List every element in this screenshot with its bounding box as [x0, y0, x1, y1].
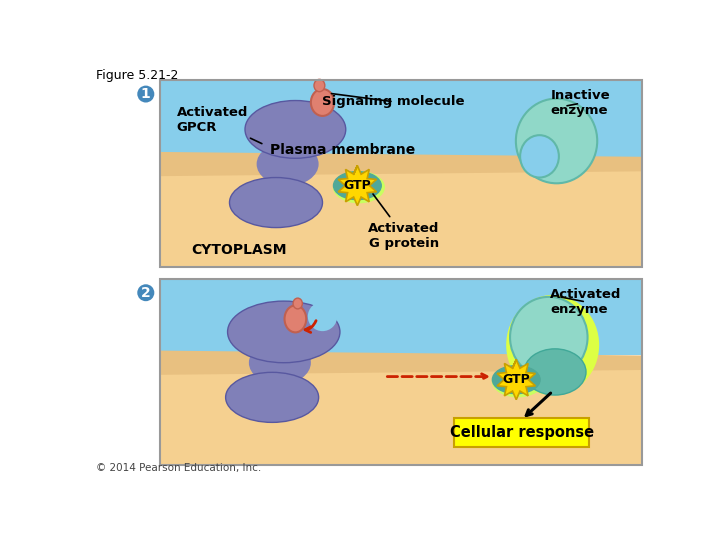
Polygon shape	[160, 152, 642, 176]
Ellipse shape	[293, 298, 302, 309]
Ellipse shape	[256, 142, 319, 186]
Text: Cellular response: Cellular response	[449, 426, 594, 440]
Polygon shape	[338, 166, 377, 206]
Bar	[160, 80, 642, 267]
Text: CYTOPLASM: CYTOPLASM	[191, 242, 287, 256]
Ellipse shape	[284, 306, 306, 333]
Ellipse shape	[516, 99, 597, 183]
Circle shape	[138, 85, 154, 103]
Text: Inactive
enzyme: Inactive enzyme	[550, 89, 610, 117]
Ellipse shape	[249, 341, 311, 384]
Polygon shape	[497, 360, 536, 400]
Polygon shape	[160, 80, 642, 157]
Polygon shape	[160, 279, 642, 355]
Text: Activated
GPCR: Activated GPCR	[177, 106, 262, 144]
Ellipse shape	[492, 365, 544, 397]
Ellipse shape	[510, 297, 588, 377]
Ellipse shape	[311, 89, 334, 116]
Ellipse shape	[506, 295, 599, 395]
Ellipse shape	[245, 100, 346, 158]
Ellipse shape	[524, 349, 586, 395]
Text: Plasma membrane: Plasma membrane	[270, 143, 415, 157]
Text: 1: 1	[141, 87, 150, 101]
Polygon shape	[160, 350, 642, 375]
Text: 2: 2	[141, 286, 150, 300]
Polygon shape	[160, 171, 642, 267]
Text: Signaling molecule: Signaling molecule	[323, 93, 465, 108]
Text: © 2014 Pearson Education, Inc.: © 2014 Pearson Education, Inc.	[96, 463, 261, 473]
Bar	[160, 279, 642, 465]
Ellipse shape	[333, 172, 382, 200]
Text: Activated
enzyme: Activated enzyme	[550, 288, 622, 316]
Ellipse shape	[492, 366, 540, 394]
Ellipse shape	[314, 79, 325, 92]
Ellipse shape	[520, 135, 559, 178]
Ellipse shape	[228, 301, 340, 363]
Polygon shape	[160, 370, 642, 465]
Text: GTP: GTP	[343, 179, 372, 192]
Ellipse shape	[307, 302, 337, 331]
Ellipse shape	[333, 171, 385, 204]
Ellipse shape	[230, 178, 323, 227]
Text: GTP: GTP	[503, 373, 530, 386]
FancyBboxPatch shape	[454, 418, 589, 448]
Text: Activated
G protein: Activated G protein	[368, 194, 440, 249]
Ellipse shape	[225, 373, 319, 422]
Circle shape	[138, 284, 154, 301]
Text: Figure 5.21-2: Figure 5.21-2	[96, 69, 179, 82]
